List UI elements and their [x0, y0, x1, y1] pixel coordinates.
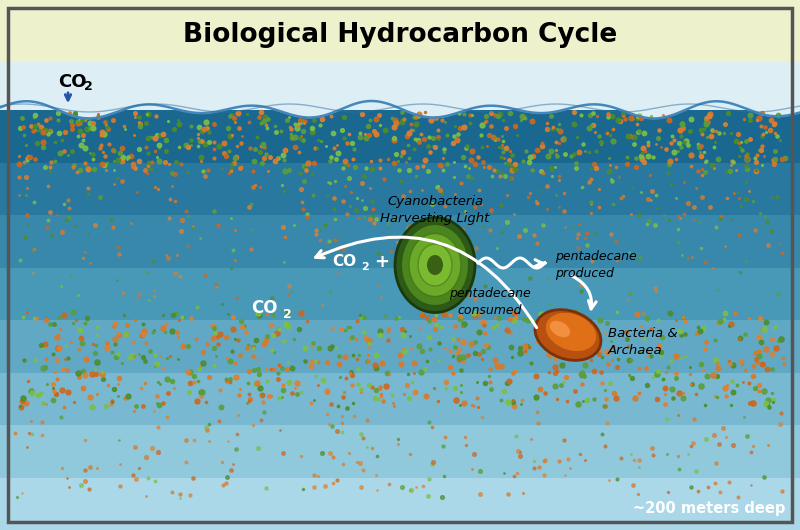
Bar: [0, 268, 800, 320]
Ellipse shape: [427, 255, 443, 275]
Text: Cyanobacteria
Harvesting Light: Cyanobacteria Harvesting Light: [380, 195, 490, 225]
Ellipse shape: [550, 321, 570, 337]
Ellipse shape: [535, 310, 601, 360]
Text: pentadecane
produced: pentadecane produced: [555, 250, 637, 280]
Text: Biological Hydrocarbon Cycle: Biological Hydrocarbon Cycle: [183, 22, 617, 48]
Bar: [0, 320, 800, 373]
Text: 2: 2: [84, 81, 93, 93]
Ellipse shape: [546, 313, 596, 351]
Text: pentadecane
consumed: pentadecane consumed: [449, 287, 531, 317]
Ellipse shape: [418, 244, 452, 286]
Text: CO: CO: [251, 299, 278, 317]
Bar: [0, 0, 800, 62]
Ellipse shape: [401, 224, 469, 306]
Bar: [0, 110, 800, 163]
Bar: [0, 215, 800, 268]
Bar: [0, 163, 800, 215]
Ellipse shape: [395, 217, 475, 313]
Bar: [0, 478, 800, 530]
Text: 2: 2: [361, 262, 369, 272]
Bar: [0, 425, 800, 478]
Text: ~200 meters deep: ~200 meters deep: [633, 500, 785, 516]
Text: +: +: [374, 253, 389, 271]
Bar: [0, 62, 800, 110]
Ellipse shape: [409, 234, 461, 296]
Text: 2: 2: [283, 307, 292, 321]
Text: Bacteria &
Archaea: Bacteria & Archaea: [608, 327, 678, 357]
Text: CO: CO: [58, 73, 86, 91]
Bar: [0, 373, 800, 425]
Text: CO: CO: [332, 254, 356, 269]
